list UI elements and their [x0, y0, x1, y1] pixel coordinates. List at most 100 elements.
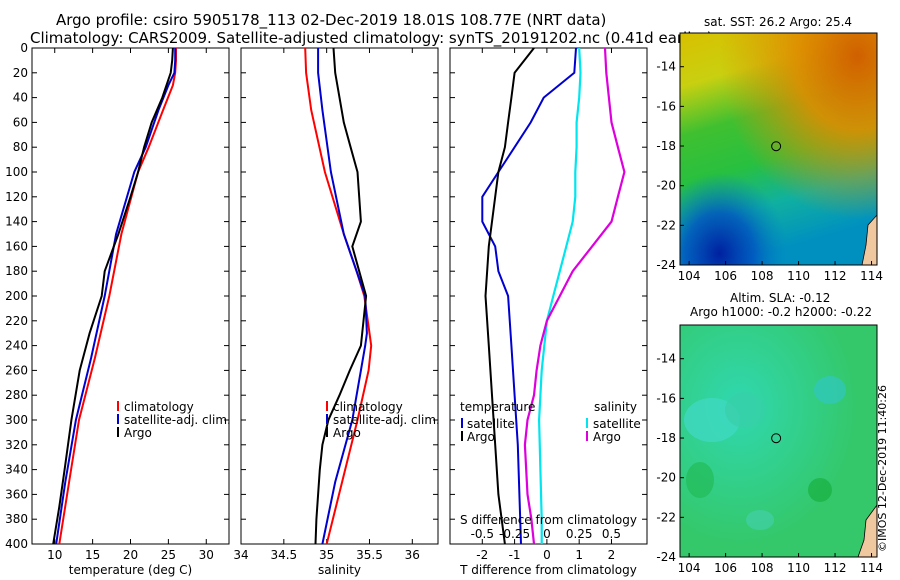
- x-tick-label: 34: [233, 548, 248, 562]
- secondary-tick-label: 0: [543, 527, 551, 541]
- y-tick-label: 160: [5, 239, 28, 253]
- x-axis-label: temperature (deg C): [69, 563, 192, 577]
- sla-map-title-line1: Altim. SLA: -0.12: [730, 291, 831, 305]
- series-argo: [52, 47, 174, 545]
- series-satellite-adj-clim-: [55, 48, 177, 545]
- x-tick-label: 20: [123, 548, 138, 562]
- map-lon-label: 110: [787, 269, 810, 283]
- x-tick-label: 1: [575, 548, 583, 562]
- series-t-argo: [484, 47, 535, 545]
- map-lon-label: 114: [860, 561, 883, 575]
- x-tick-label: 0: [543, 548, 551, 562]
- secondary-tick-label: 0.25: [566, 527, 593, 541]
- map-lon-label: 112: [824, 269, 847, 283]
- y-tick-label: 240: [5, 339, 28, 353]
- map-lat-label: -18: [656, 431, 676, 445]
- y-tick-label: 20: [13, 66, 28, 80]
- sst-argo-location-marker: [771, 141, 782, 152]
- y-tick-label: 260: [5, 363, 28, 377]
- x-tick-label: -1: [509, 548, 521, 562]
- x-axis-label: salinity: [318, 563, 361, 577]
- series-s-argo: [523, 47, 626, 545]
- y-tick-label: 380: [5, 512, 28, 526]
- secondary-tick-label: -0.25: [499, 527, 530, 541]
- legend-label: satellite: [593, 417, 641, 431]
- legend-label: climatology: [333, 400, 403, 414]
- x-tick-label: 30: [199, 548, 214, 562]
- legend-label: climatology: [124, 400, 194, 414]
- x-tick-label: 2: [608, 548, 616, 562]
- map-lat-label: -14: [656, 60, 676, 74]
- y-tick-label: 300: [5, 413, 28, 427]
- y-tick-label: 280: [5, 388, 28, 402]
- x-tick-label: 35.5: [356, 548, 383, 562]
- map-lat-label: -22: [656, 218, 676, 232]
- legend-label: satellite-adj. clim.: [124, 413, 231, 427]
- panel-frame: [240, 47, 439, 545]
- map-lon-label: 104: [678, 269, 701, 283]
- legend-label: satellite: [467, 417, 515, 431]
- y-tick-label: 340: [5, 463, 28, 477]
- y-tick-label: 220: [5, 314, 28, 328]
- map-lon-label: 106: [714, 561, 737, 575]
- legend-label: Argo: [593, 430, 621, 444]
- map-lat-label: -24: [656, 550, 676, 564]
- sst-map: 104 106 108 110 112 114 -14 -16 -18 -20 -22 -24: [656, 32, 883, 283]
- map-lat-label: -20: [656, 471, 676, 485]
- map-lon-label: 108: [751, 561, 774, 575]
- y-tick-label: 360: [5, 487, 28, 501]
- x-axis-label: T difference from climatology: [459, 563, 637, 577]
- y-tick-label: 140: [5, 215, 28, 229]
- x-tick-label: 15: [85, 548, 100, 562]
- figure-title-line2: Climatology: CARS2009. Satellite-adjuste…: [30, 29, 713, 47]
- profile-panel-1: 0 20 40 60 80 100 120 140 160 180 200 220 240 260 280 3…: [5, 41, 231, 577]
- map-lon-label: 110: [787, 561, 810, 575]
- map-lat-label: -16: [656, 99, 676, 113]
- x-tick-label: 34.5: [270, 548, 297, 562]
- sst-map-title: sat. SST: 26.2 Argo: 25.4: [704, 15, 853, 29]
- series-t-satellite: [481, 47, 577, 545]
- panel-frame: [449, 47, 648, 545]
- map-lon-label: 112: [824, 561, 847, 575]
- map-lon-label: 108: [751, 269, 774, 283]
- secondary-axis-label: S difference from climatology: [460, 513, 637, 527]
- legend-label: Argo: [467, 430, 495, 444]
- y-tick-label: 80: [13, 140, 28, 154]
- legend-label: Argo: [333, 426, 361, 440]
- map-lon-label: 104: [678, 561, 701, 575]
- legend-title-salinity: salinity: [594, 400, 637, 414]
- secondary-tick-label: -0.5: [471, 527, 494, 541]
- legend-label: satellite-adj. clim.: [333, 413, 440, 427]
- series-argo: [314, 47, 368, 545]
- y-tick-label: 180: [5, 264, 28, 278]
- y-tick-label: 100: [5, 165, 28, 179]
- y-tick-label: 0: [20, 41, 28, 55]
- x-tick-label: 25: [161, 548, 176, 562]
- map-lat-label: -16: [656, 391, 676, 405]
- map-lat-label: -18: [656, 139, 676, 153]
- sla-map: 104 106 108 110 112 114 -14 -16 -18 -20 -22 -24: [656, 324, 883, 575]
- map-lon-label: 106: [714, 269, 737, 283]
- y-tick-label: 60: [13, 115, 28, 129]
- x-tick-label: 10: [47, 548, 62, 562]
- y-tick-label: 120: [5, 190, 28, 204]
- profile-panel-2: 34 34.5 35 35.5 36 salinity climatologysatelli…: [233, 47, 440, 577]
- x-tick-label: 35: [319, 548, 334, 562]
- map-lat-label: -14: [656, 352, 676, 366]
- y-tick-label: 200: [5, 289, 28, 303]
- map-lon-label: 114: [860, 269, 883, 283]
- profile-panel-3: -2 -1 0 1 2T difference from climatology temp…: [449, 47, 648, 577]
- y-tick-label: 320: [5, 438, 28, 452]
- sla-map-title-line2: Argo h1000: -0.2 h2000: -0.22: [690, 305, 872, 319]
- map-lat-label: -20: [656, 179, 676, 193]
- legend-title-temperature: temperature: [460, 400, 535, 414]
- legend-label: Argo: [124, 426, 152, 440]
- secondary-tick-label: 0.5: [602, 527, 621, 541]
- sla-argo-location-marker: [771, 433, 782, 444]
- y-tick-label: 400: [5, 537, 28, 551]
- figure-title-line1: Argo profile: csiro 5905178_113 02-Dec-2…: [56, 11, 607, 29]
- y-tick-label: 40: [13, 91, 28, 105]
- x-tick-label: -2: [476, 548, 488, 562]
- x-tick-label: 36: [405, 548, 420, 562]
- map-lat-label: -22: [656, 510, 676, 524]
